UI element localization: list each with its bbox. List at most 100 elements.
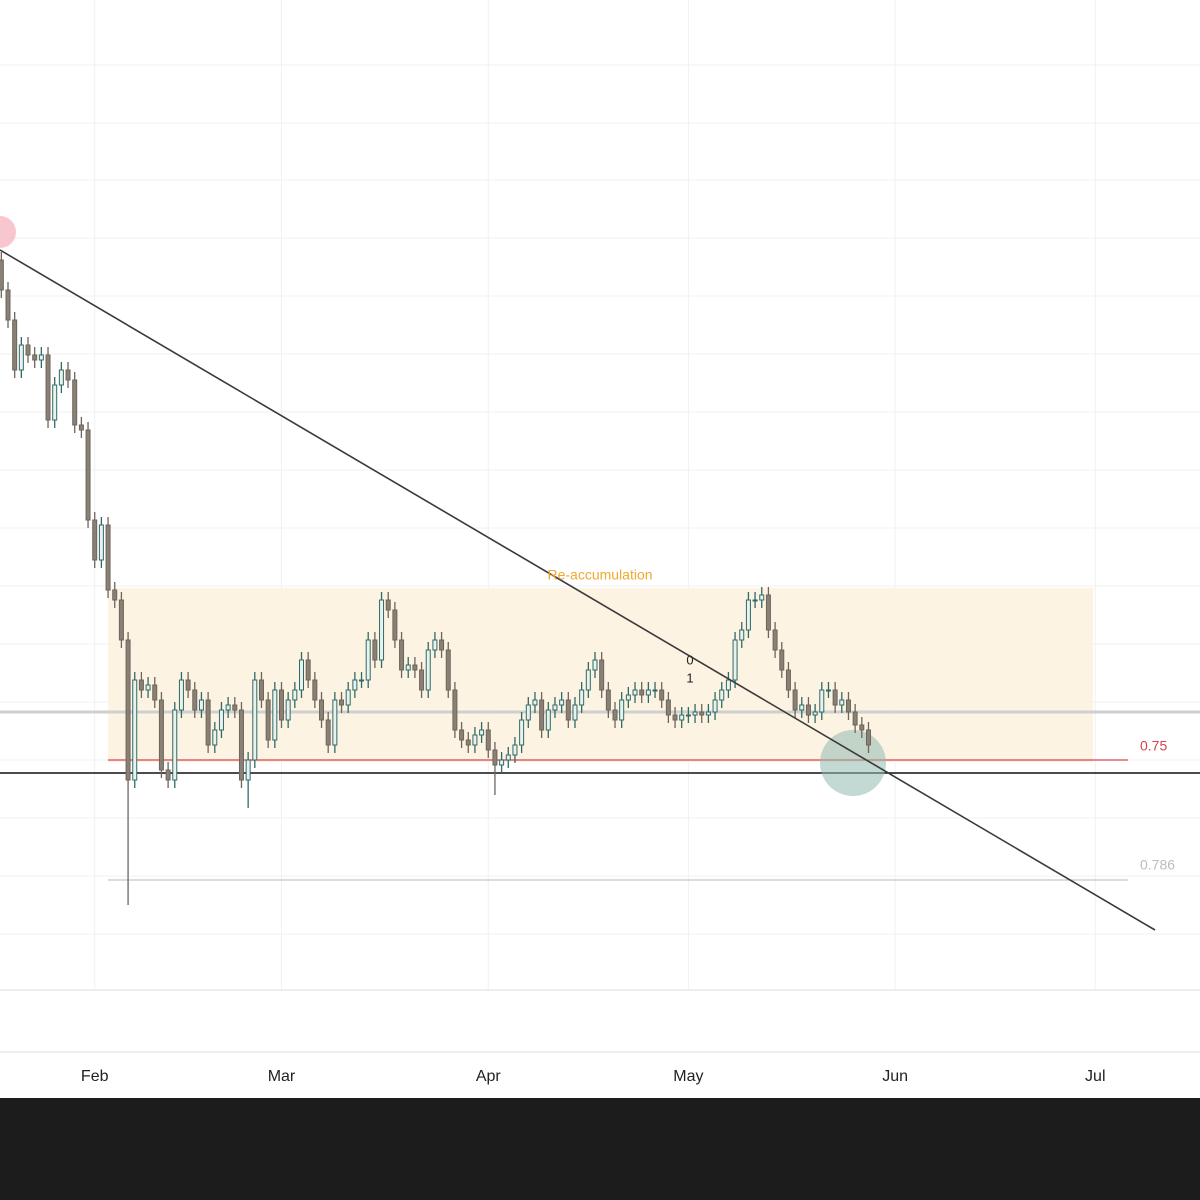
candle-body <box>852 711 858 726</box>
candle-body <box>372 639 378 661</box>
candle-body <box>512 744 518 756</box>
candle-body <box>599 659 605 691</box>
candle-body <box>605 689 611 711</box>
candle-body <box>212 729 218 746</box>
candle-body <box>78 424 84 431</box>
candle-body <box>805 704 811 716</box>
candle-body <box>352 679 358 691</box>
candle-body <box>158 699 164 771</box>
candle-body <box>132 679 138 781</box>
candle-body <box>12 319 18 371</box>
candle-body <box>812 711 818 716</box>
candle-body <box>25 344 31 356</box>
candle-body <box>138 679 144 691</box>
candle-body <box>218 709 224 731</box>
annotation: 1 <box>686 670 693 685</box>
candle-body <box>825 689 831 692</box>
candle-body <box>585 669 591 691</box>
candle-body <box>278 689 284 721</box>
candle-body <box>405 664 411 671</box>
candle-body <box>339 699 345 706</box>
candle-body <box>612 709 618 721</box>
candle-body <box>399 639 405 671</box>
highlight-circle <box>0 216 16 248</box>
x-tick-label: Mar <box>268 1068 296 1085</box>
x-tick-label: Jul <box>1085 1068 1105 1085</box>
annotation: 0.75 <box>1140 738 1167 754</box>
candle-body <box>345 689 351 706</box>
candle-body <box>725 679 731 691</box>
candle-body <box>752 599 758 602</box>
candle-body <box>785 669 791 691</box>
candle-body <box>425 649 431 691</box>
candle-body <box>98 524 104 561</box>
candle-body <box>639 689 645 696</box>
candle-body <box>645 689 651 696</box>
candle-body <box>719 689 725 701</box>
candle-body <box>652 689 658 692</box>
candle-body <box>765 594 771 631</box>
candle-body <box>799 704 805 711</box>
candle-body <box>659 689 665 701</box>
candle-body <box>178 679 184 711</box>
candle-body <box>238 709 244 781</box>
annotation: Re-accumulation <box>547 567 652 583</box>
candle-body <box>45 354 51 421</box>
candle-body <box>619 699 625 721</box>
candle-body <box>85 429 91 521</box>
candle-body <box>285 699 291 721</box>
candle-body <box>92 519 98 561</box>
candle-body <box>745 599 751 631</box>
candle-body <box>419 669 425 691</box>
candle-body <box>365 639 371 681</box>
candle-body <box>385 599 391 611</box>
candle-body <box>845 699 851 713</box>
candle-body <box>792 689 798 711</box>
candle-body <box>452 689 458 731</box>
candle-body <box>625 694 631 701</box>
candle-body <box>185 679 191 691</box>
candle-body <box>332 699 338 746</box>
candle-body <box>58 369 64 386</box>
candle-body <box>292 689 298 701</box>
candle-body <box>632 689 638 696</box>
candle-body <box>152 684 158 701</box>
candle-body <box>732 639 738 681</box>
candle-body <box>492 749 498 766</box>
candle-body <box>118 599 124 641</box>
candle-body <box>465 739 471 746</box>
candle-body <box>325 719 331 746</box>
candle-body <box>125 639 131 781</box>
candle-body <box>412 664 418 671</box>
candle-body <box>432 639 438 651</box>
x-tick-label: Feb <box>81 1068 109 1085</box>
candle-body <box>439 639 445 651</box>
candle-body <box>572 704 578 721</box>
candle-body <box>392 609 398 641</box>
candle-body <box>839 699 845 706</box>
candle-body <box>559 699 565 706</box>
candle-body <box>859 724 865 731</box>
candle-body <box>198 699 204 711</box>
candle-body <box>72 379 78 426</box>
candle-body <box>472 734 478 746</box>
candle-body <box>165 769 171 781</box>
candle-body <box>379 599 385 661</box>
candle-body <box>252 679 258 761</box>
candle-body <box>172 709 178 781</box>
candle-body <box>772 629 778 651</box>
candle-body <box>305 659 311 681</box>
candle-body <box>192 689 198 711</box>
candle-body <box>552 704 558 711</box>
candle-body <box>445 649 451 691</box>
candle-body <box>0 259 4 291</box>
candle-body <box>205 699 211 746</box>
candle-body <box>759 594 765 601</box>
trend-line <box>0 249 1156 931</box>
candle-body <box>65 369 71 381</box>
candle-body <box>105 524 111 591</box>
candle-body <box>679 714 685 721</box>
candle-body <box>692 711 698 716</box>
